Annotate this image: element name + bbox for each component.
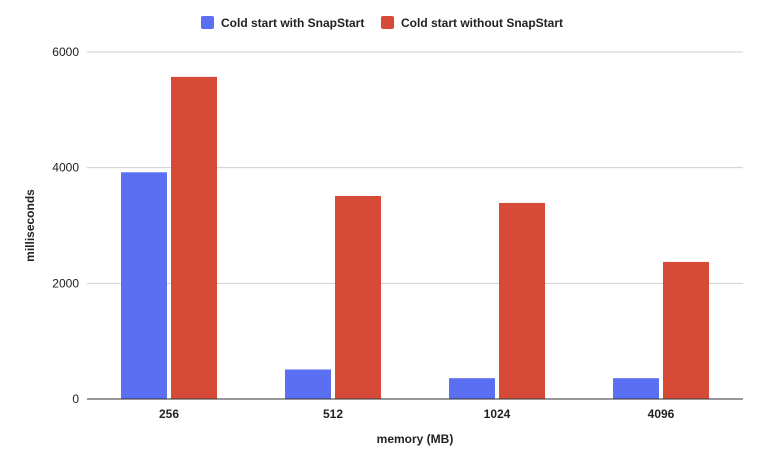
bar-without-snapstart-1024 — [499, 202, 545, 399]
x-axis-ticks: 256 512 1024 4096 — [159, 407, 675, 421]
legend-label: Cold start without SnapStart — [401, 16, 563, 30]
bar-with-snapstart-1024 — [449, 378, 495, 399]
legend-label: Cold start with SnapStart — [221, 16, 364, 30]
bars — [121, 76, 709, 399]
x-tick-label: 256 — [159, 407, 179, 421]
bar-with-snapstart-4096 — [613, 378, 659, 399]
y-tick-label: 0 — [72, 392, 79, 406]
x-tick-label: 512 — [323, 407, 343, 421]
bar-without-snapstart-4096 — [663, 261, 709, 399]
bar-without-snapstart-256 — [171, 76, 217, 399]
x-tick-label: 1024 — [484, 407, 511, 421]
legend: Cold start with SnapStart Cold start with… — [201, 16, 563, 30]
x-tick-label: 4096 — [648, 407, 675, 421]
bar-with-snapstart-512 — [285, 369, 331, 399]
bar-with-snapstart-256 — [121, 172, 167, 399]
x-axis-title: memory (MB) — [377, 432, 454, 446]
legend-swatch — [381, 16, 394, 29]
y-tick-label: 6000 — [52, 45, 79, 59]
bar-without-snapstart-512 — [335, 196, 381, 399]
legend-swatch — [201, 16, 214, 29]
y-tick-label: 2000 — [52, 276, 79, 290]
y-tick-label: 4000 — [52, 161, 79, 175]
y-axis-ticks: 0 2000 4000 6000 — [52, 45, 79, 406]
y-axis-title: milliseconds — [23, 189, 37, 262]
